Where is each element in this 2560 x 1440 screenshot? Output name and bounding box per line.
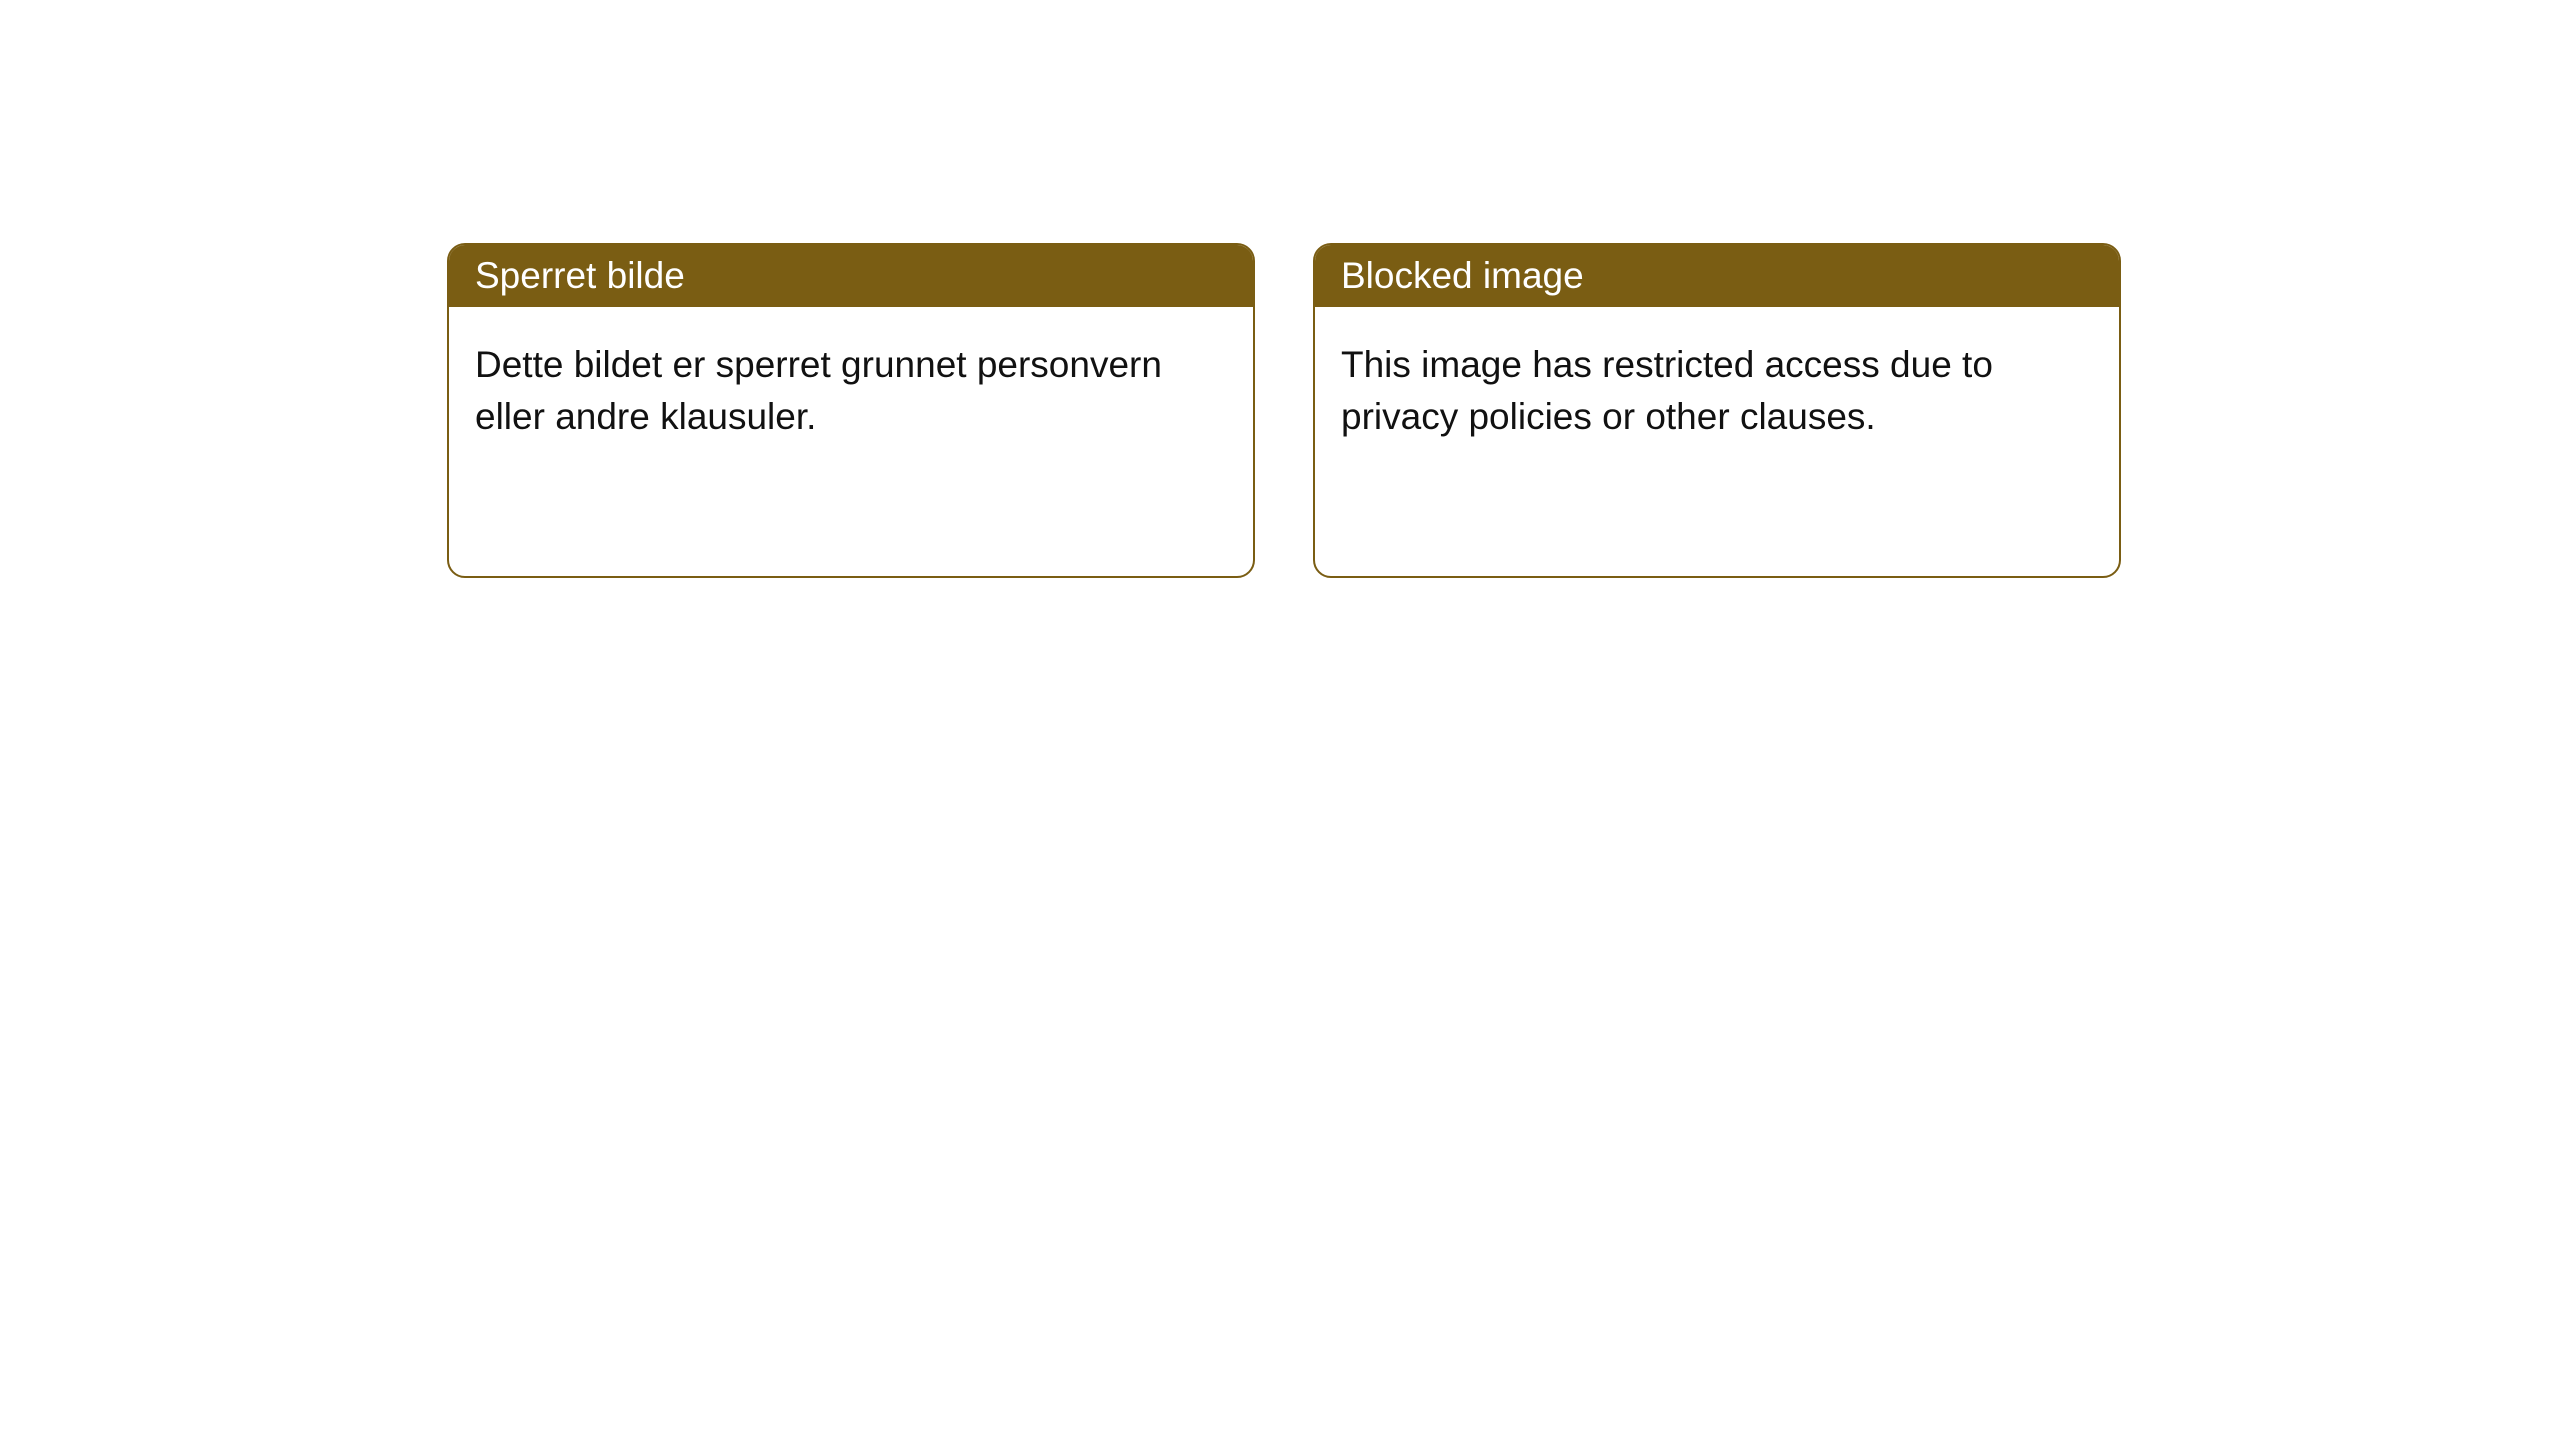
notice-title-norwegian: Sperret bilde (449, 245, 1253, 307)
notice-body-norwegian: Dette bildet er sperret grunnet personve… (449, 307, 1253, 475)
notice-box-norwegian: Sperret bilde Dette bildet er sperret gr… (447, 243, 1255, 578)
notice-body-english: This image has restricted access due to … (1315, 307, 2119, 475)
notice-title-english: Blocked image (1315, 245, 2119, 307)
notice-box-english: Blocked image This image has restricted … (1313, 243, 2121, 578)
notice-container: Sperret bilde Dette bildet er sperret gr… (0, 0, 2560, 578)
